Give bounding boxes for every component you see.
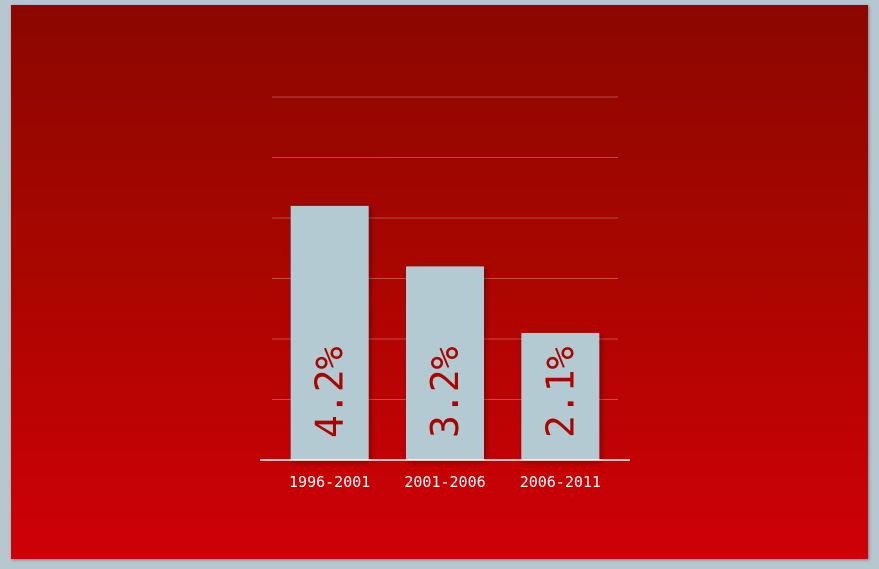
bars: 4.2% 3.2% 2.1% [290, 205, 600, 460]
x-tick-label: 2001-2006 [404, 473, 485, 491]
bar-value-label: 3.2% [423, 346, 467, 438]
bar-value-label: 2.1% [538, 346, 582, 438]
slide: 4.2% 3.2% 2.1% 1996-2001 2001-2006 2006-2011 [11, 5, 868, 559]
x-tick-label: 1996-2001 [289, 473, 370, 491]
bar [521, 332, 600, 460]
bar [406, 266, 484, 460]
x-tick-label: 2006-2011 [520, 473, 601, 491]
bar-chart: 4.2% 3.2% 2.1% 1996-2001 2001-2006 2006-2011 [260, 96, 630, 491]
bar [290, 205, 369, 460]
x-axis-tick-labels: 1996-2001 2001-2006 2006-2011 [289, 473, 601, 491]
bar-value-label: 4.2% [308, 346, 352, 438]
